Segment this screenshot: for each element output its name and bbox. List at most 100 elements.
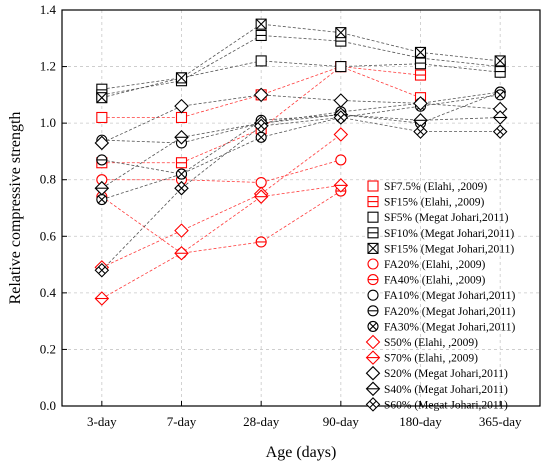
series-3 bbox=[96, 55, 506, 95]
data-point bbox=[255, 131, 267, 143]
marker-cross bbox=[176, 72, 187, 84]
legend-label: FA40% (Elahi, ,2009) bbox=[384, 275, 486, 287]
data-point bbox=[255, 176, 267, 189]
data-point bbox=[96, 92, 108, 104]
series-line bbox=[101, 60, 501, 90]
series-line bbox=[101, 134, 342, 268]
series-layer bbox=[94, 18, 508, 306]
legend-label: SF15% (Elahi, ,2009) bbox=[384, 197, 484, 209]
data-point bbox=[335, 61, 347, 73]
series-4 bbox=[96, 29, 506, 101]
x-tick-label: 90-day bbox=[323, 414, 360, 429]
data-point bbox=[174, 130, 189, 145]
diamond-marker bbox=[365, 334, 381, 350]
data-point bbox=[174, 223, 189, 238]
legend-label: FA20% (Megat Johari,2011) bbox=[384, 306, 515, 318]
data-point bbox=[255, 55, 267, 67]
data-point bbox=[413, 124, 428, 139]
circle-marker bbox=[335, 154, 347, 166]
marker-cross bbox=[494, 55, 506, 67]
series-5 bbox=[96, 18, 506, 104]
legend-label: SF7.5% (Elahi, ,2009) bbox=[384, 181, 487, 193]
marker-cross bbox=[369, 400, 377, 409]
legend-item: S40% (Megat Johari,2011) bbox=[365, 381, 508, 397]
circle-marker bbox=[367, 289, 379, 301]
series-line bbox=[101, 94, 501, 144]
series-7 bbox=[96, 185, 347, 259]
x-tick-label: 365-day bbox=[479, 414, 522, 429]
data-point bbox=[333, 178, 349, 193]
series-9 bbox=[96, 86, 506, 180]
marker-cross bbox=[177, 184, 186, 192]
data-point bbox=[494, 89, 506, 101]
y-tick-label: 0.4 bbox=[40, 285, 57, 300]
diamond-marker bbox=[413, 96, 428, 111]
legend-item: S60% (Megat Johari,2011) bbox=[365, 397, 508, 412]
data-point bbox=[255, 236, 267, 248]
axis-layer: 0.0 0.2 0.4 0.6 0.8 1.0 1.2 1.4 3-day 7-day 28-day… bbox=[40, 2, 522, 429]
data-point bbox=[333, 127, 349, 142]
series-6 bbox=[96, 154, 347, 189]
data-point bbox=[333, 93, 349, 108]
square-marker bbox=[175, 111, 188, 124]
marker-cross bbox=[98, 266, 106, 274]
diamond-marker bbox=[253, 87, 269, 103]
diamond-marker bbox=[365, 365, 381, 381]
series-line bbox=[101, 117, 501, 271]
data-point bbox=[174, 180, 189, 196]
legend: SF7.5% (Elahi, ,2009) SF15% (Elahi, ,2009… bbox=[365, 180, 515, 412]
data-point bbox=[255, 18, 267, 30]
y-tick-label: 1.0 bbox=[40, 115, 56, 130]
data-point bbox=[175, 157, 188, 169]
data-point bbox=[255, 29, 267, 42]
data-point bbox=[175, 72, 188, 84]
data-point bbox=[492, 110, 508, 125]
legend-item: SF10% (Megat Johari,2011) bbox=[367, 227, 514, 240]
series-line bbox=[101, 184, 341, 299]
data-point bbox=[175, 168, 188, 180]
series-15 bbox=[94, 110, 508, 278]
data-point bbox=[94, 135, 110, 151]
circle-marker bbox=[255, 176, 267, 189]
series-line bbox=[101, 114, 501, 189]
data-point bbox=[94, 291, 110, 306]
legend-item: FA30% (Megat Johari,2011) bbox=[367, 320, 515, 333]
series-13 bbox=[94, 87, 508, 151]
legend-item: FA20% (Elahi, ,2009) bbox=[367, 258, 486, 271]
legend-item: SF5% (Megat Johari,2011) bbox=[367, 211, 509, 224]
data-point bbox=[174, 245, 189, 261]
legend-label: FA30% (Megat Johari,2011) bbox=[384, 321, 515, 333]
x-tick-label: 3-day bbox=[87, 414, 117, 429]
marker-cross bbox=[257, 122, 265, 130]
marker-cross bbox=[416, 127, 425, 136]
legend-label: S40% (Megat Johari,2011) bbox=[384, 384, 508, 396]
y-tick-label: 0.8 bbox=[40, 172, 56, 187]
legend-label: FA20% (Elahi, ,2009) bbox=[384, 259, 486, 271]
y-tick-label: 0.0 bbox=[40, 398, 56, 413]
diamond-marker bbox=[333, 127, 349, 142]
series-11 bbox=[94, 127, 349, 275]
data-point bbox=[335, 27, 347, 39]
legend-item: S70% (Elahi, ,2009) bbox=[365, 350, 478, 365]
square-marker bbox=[367, 180, 379, 192]
data-point bbox=[96, 111, 108, 124]
legend-item: SF7.5% (Elahi, ,2009) bbox=[367, 180, 487, 193]
diamond-marker bbox=[94, 135, 110, 151]
marker-cross bbox=[415, 47, 426, 58]
y-tick-label: 0.2 bbox=[40, 341, 56, 356]
legend-item: S20% (Megat Johari,2011) bbox=[365, 365, 508, 381]
y-axis-title: Relative compressive strength bbox=[7, 112, 24, 305]
y-tick-label: 1.4 bbox=[40, 2, 57, 17]
data-point bbox=[253, 87, 269, 103]
series-line bbox=[101, 190, 342, 254]
plot-frame bbox=[61, 9, 541, 407]
legend-label: SF15% (Megat Johari,2011) bbox=[384, 243, 514, 255]
marker-cross bbox=[96, 92, 108, 104]
series-line bbox=[101, 23, 501, 99]
marker-cross bbox=[257, 133, 266, 142]
legend-label: FA10% (Megat Johari,2011) bbox=[384, 290, 515, 302]
x-tick-label: 7-day bbox=[167, 414, 197, 429]
data-point bbox=[333, 110, 349, 125]
legend-label: S60% (Megat Johari,2011) bbox=[384, 399, 508, 411]
